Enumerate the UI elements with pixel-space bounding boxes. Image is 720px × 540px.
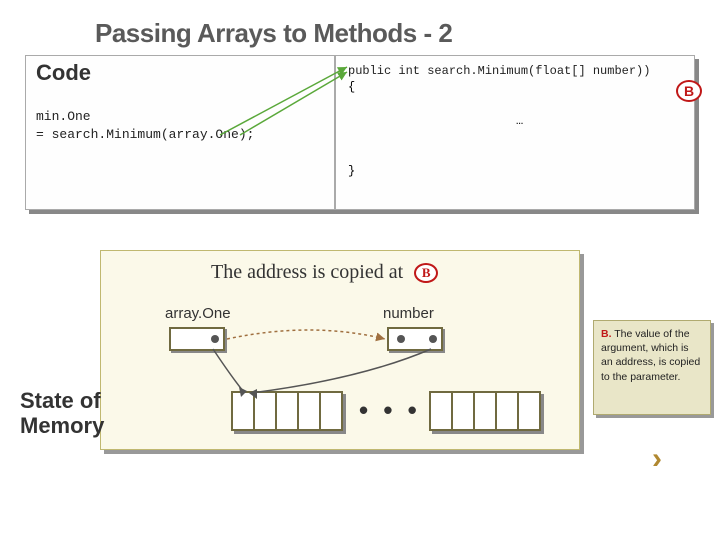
code-line-2: = search.Minimum(array.One); bbox=[36, 126, 254, 144]
note-b-label: B. bbox=[601, 328, 612, 340]
method-ellipsis: … bbox=[516, 114, 523, 128]
page-title: Passing Arrays to Methods - 2 bbox=[95, 18, 452, 49]
code-line-1: min.One bbox=[36, 108, 254, 126]
chevron-icon: › bbox=[652, 442, 662, 476]
brace-close: } bbox=[348, 164, 355, 178]
code-panel: Code min.One = search.Minimum(array.One)… bbox=[25, 55, 335, 210]
note-box: B. The value of the argument, which is a… bbox=[593, 320, 711, 415]
code-label: Code bbox=[36, 60, 91, 86]
badge-b-top: B bbox=[676, 80, 702, 102]
note-text: The value of the argument, which is an a… bbox=[601, 328, 700, 383]
memory-panel: The address is copied at B array.One num… bbox=[100, 250, 580, 450]
memory-arrows bbox=[101, 251, 581, 451]
method-panel: public int search.Minimum(float[] number… bbox=[335, 55, 695, 210]
state-of-memory-label: State of Memory bbox=[20, 388, 104, 439]
state-line-1: State of bbox=[20, 388, 104, 413]
code-text: min.One = search.Minimum(array.One); bbox=[36, 108, 254, 144]
brace-open: { bbox=[348, 80, 355, 94]
method-signature: public int search.Minimum(float[] number… bbox=[348, 64, 650, 78]
state-line-2: Memory bbox=[20, 413, 104, 438]
